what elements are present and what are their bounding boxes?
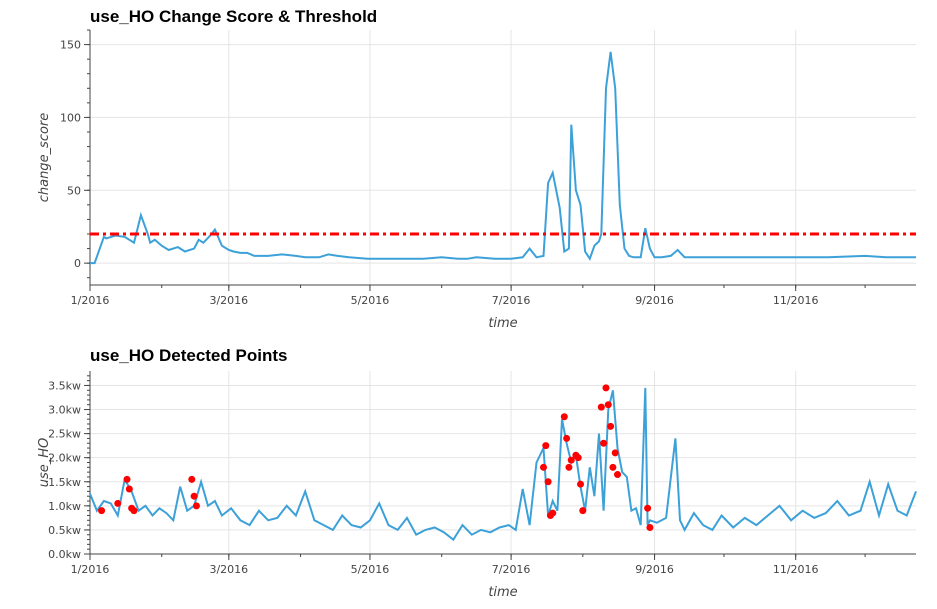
x-tick-label: 1/2016 <box>71 294 110 307</box>
detected-point <box>646 524 654 532</box>
y-tick-label: 1.0kw <box>48 500 81 513</box>
tick-labels: 1/2016 3/2016 5/2016 7/2016 9/2016 11/2016 0 50… <box>60 39 819 307</box>
y-tick-label: 0.0kw <box>48 548 81 561</box>
detected-point <box>539 463 547 471</box>
detected-point <box>560 413 568 421</box>
x-tick-label: 9/2016 <box>635 563 674 576</box>
y-tick-label: 2.5kw <box>48 428 81 441</box>
y-tick-label: 0.5kw <box>48 524 81 537</box>
axes <box>84 29 916 291</box>
chart-title: use_HO Detected Points <box>90 346 287 365</box>
y-axis-label: change_score <box>37 113 52 203</box>
y-tick-label: 1.5kw <box>48 476 81 489</box>
x-axis-label: time <box>488 316 517 331</box>
detected-point <box>565 463 573 471</box>
detected-points <box>98 384 654 532</box>
detected-point <box>192 502 200 510</box>
y-tick-label: 3.5kw <box>48 379 81 392</box>
x-tick-label: 5/2016 <box>351 294 390 307</box>
y-tick-label: 3.0kw <box>48 404 81 417</box>
detected-point <box>579 507 587 515</box>
detected-point <box>611 449 619 457</box>
x-tick-label: 9/2016 <box>635 294 674 307</box>
y-axis-label: use_HO <box>37 438 52 488</box>
x-tick-label: 7/2016 <box>492 563 531 576</box>
x-tick-label: 3/2016 <box>209 294 248 307</box>
detected-point <box>600 439 608 447</box>
detected-point <box>98 507 106 515</box>
axes <box>84 371 916 560</box>
change-score-chart: use_HO Change Score & Threshold 1/2016 3/… <box>37 7 916 331</box>
detected-point <box>604 401 612 409</box>
use-ho-line <box>89 387 917 542</box>
detected-point <box>190 492 198 500</box>
detected-point <box>188 475 196 483</box>
detected-point <box>123 475 131 483</box>
x-tick-label: 11/2016 <box>773 563 819 576</box>
detected-point <box>609 463 617 471</box>
chart-title: use_HO Change Score & Threshold <box>90 7 377 26</box>
detected-point <box>549 509 557 517</box>
detected-point <box>607 422 615 430</box>
x-tick-label: 5/2016 <box>351 563 390 576</box>
detected-point <box>577 480 585 488</box>
y-tick-label: 150 <box>60 39 81 52</box>
detected-point <box>544 478 552 486</box>
detected-point <box>614 471 622 479</box>
detected-point <box>644 504 652 512</box>
tick-labels: 1/2016 3/2016 5/2016 7/2016 9/2016 11/2016 0.0… <box>48 379 818 576</box>
detected-point <box>542 442 550 450</box>
x-axis-label: time <box>488 585 517 600</box>
y-tick-label: 2.0kw <box>48 452 81 465</box>
y-tick-label: 50 <box>67 184 81 197</box>
detected-point <box>574 454 582 462</box>
detected-points-chart: use_HO Detected Points 1/2016 3/2016 5/201… <box>37 346 917 600</box>
detected-point <box>130 507 138 515</box>
grid <box>89 30 916 285</box>
x-tick-label: 7/2016 <box>492 294 531 307</box>
detected-point <box>597 403 605 411</box>
x-tick-label: 3/2016 <box>209 563 248 576</box>
change-score-line <box>90 51 916 265</box>
detected-point <box>567 456 575 464</box>
y-tick-label: 0 <box>74 257 81 270</box>
detected-point <box>602 384 610 392</box>
detected-point <box>125 485 133 493</box>
detected-point <box>114 499 122 507</box>
x-tick-label: 1/2016 <box>71 563 110 576</box>
detected-point <box>563 434 571 442</box>
y-tick-label: 100 <box>60 111 81 124</box>
x-tick-label: 11/2016 <box>773 294 819 307</box>
